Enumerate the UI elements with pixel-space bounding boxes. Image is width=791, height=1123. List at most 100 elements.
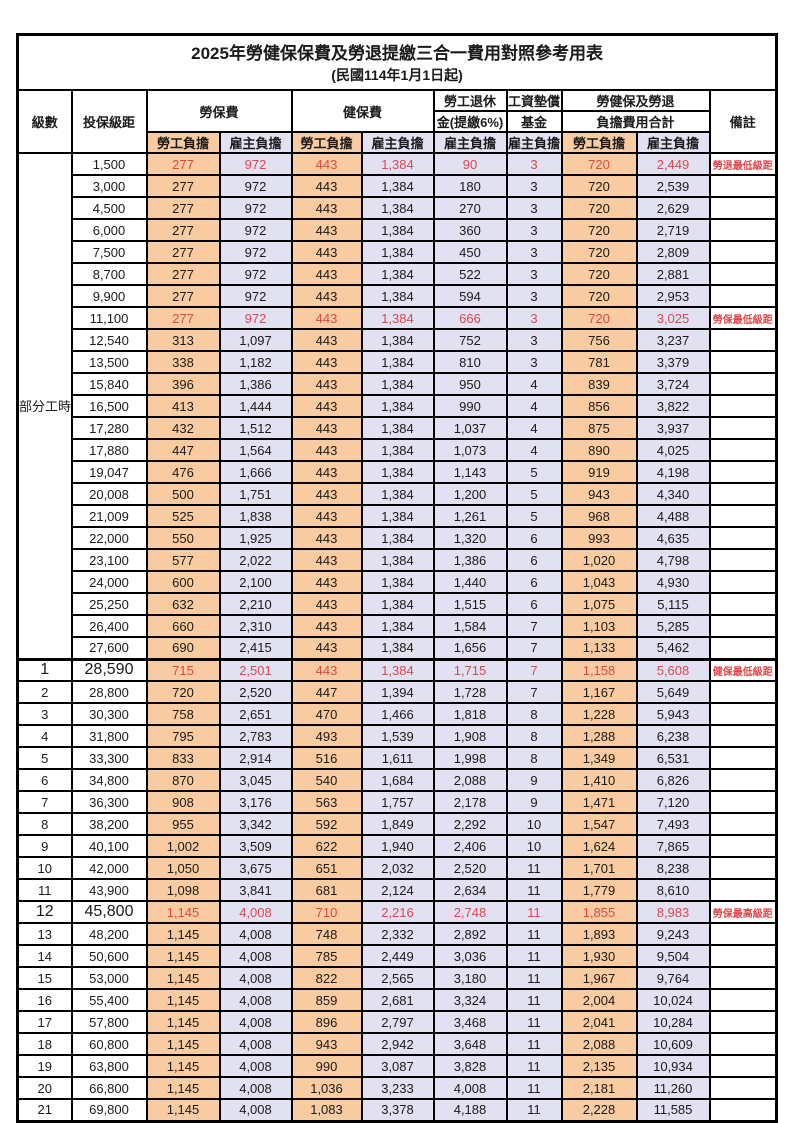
total-employer-cell: 9,243 bbox=[635, 922, 711, 946]
health-employer-cell: 1,384 bbox=[360, 196, 435, 220]
wage-fund-employer-cell: 3 bbox=[505, 174, 563, 198]
labor-employer-cell: 4,008 bbox=[218, 1098, 293, 1122]
labor-employee-cell: 870 bbox=[145, 768, 221, 792]
total-employee-cell: 1,967 bbox=[560, 966, 638, 990]
header-total-line2: 負擔費用合計 bbox=[560, 110, 711, 133]
health-employee-cell: 493 bbox=[290, 724, 363, 748]
subheader-wage-fund-employer: 雇主負擔 bbox=[505, 131, 563, 154]
pension-employer-cell: 450 bbox=[432, 240, 508, 264]
pension-employer-cell: 1,073 bbox=[432, 438, 508, 462]
labor-employer-cell: 1,512 bbox=[218, 416, 293, 440]
labor-employee-cell: 277 bbox=[145, 284, 221, 308]
total-employee-cell: 720 bbox=[560, 284, 638, 308]
pension-employer-cell: 1,728 bbox=[432, 680, 508, 704]
total-employer-cell: 2,881 bbox=[635, 262, 711, 286]
level-cell: 11 bbox=[16, 878, 73, 902]
remark-cell bbox=[708, 922, 778, 946]
remark-cell bbox=[708, 350, 778, 374]
wage-fund-employer-cell: 3 bbox=[505, 284, 563, 308]
health-employee-cell: 443 bbox=[290, 592, 363, 616]
total-employee-cell: 1,158 bbox=[560, 657, 638, 682]
wage-fund-employer-cell: 7 bbox=[505, 614, 563, 638]
health-employee-cell: 447 bbox=[290, 680, 363, 704]
labor-employer-cell: 1,097 bbox=[218, 328, 293, 352]
health-employer-cell: 1,384 bbox=[360, 240, 435, 264]
pension-employer-cell: 950 bbox=[432, 372, 508, 396]
salary-bracket-cell: 57,800 bbox=[70, 1010, 148, 1034]
health-employer-cell: 1,384 bbox=[360, 526, 435, 550]
pension-employer-cell: 2,088 bbox=[432, 768, 508, 792]
pension-employer-cell: 2,292 bbox=[432, 812, 508, 836]
health-employer-cell: 1,757 bbox=[360, 790, 435, 814]
labor-employer-cell: 3,342 bbox=[218, 812, 293, 836]
remark-cell bbox=[708, 328, 778, 352]
wage-fund-employer-cell: 6 bbox=[505, 548, 563, 572]
pension-employer-cell: 180 bbox=[432, 174, 508, 198]
wage-fund-employer-cell: 6 bbox=[505, 570, 563, 594]
labor-employer-cell: 3,176 bbox=[218, 790, 293, 814]
health-employer-cell: 1,384 bbox=[360, 614, 435, 638]
health-employer-cell: 1,611 bbox=[360, 746, 435, 770]
salary-bracket-cell: 15,840 bbox=[70, 372, 148, 396]
table-row: 10 42,000 1,050 3,675 651 2,032 2,520 11 1,701 8,… bbox=[16, 856, 778, 880]
salary-bracket-cell: 17,280 bbox=[70, 416, 148, 440]
health-employee-cell: 443 bbox=[290, 372, 363, 396]
table-row: 7,500 277 972 443 1,384 450 3 720 2,809 bbox=[18, 240, 778, 264]
header-remark: 備註 bbox=[708, 89, 778, 154]
wage-fund-employer-cell: 8 bbox=[505, 702, 563, 726]
pension-employer-cell: 270 bbox=[432, 196, 508, 220]
table-row: 19 63,800 1,145 4,008 990 3,087 3,828 11 2,135 10… bbox=[16, 1054, 778, 1078]
labor-employee-cell: 1,145 bbox=[145, 900, 221, 924]
table-row: 21 69,800 1,145 4,008 1,083 3,378 4,188 11 2,228… bbox=[16, 1098, 778, 1122]
total-employee-cell: 720 bbox=[560, 218, 638, 242]
table-row: 3 30,300 758 2,651 470 1,466 1,818 8 1,228 5,943 bbox=[16, 702, 778, 726]
table-row: 部分工時 1,500 277 972 443 1,384 90 3 720 2,449 勞退最低級距 bbox=[16, 152, 778, 660]
total-employee-cell: 856 bbox=[560, 394, 638, 418]
health-employer-cell: 2,565 bbox=[360, 966, 435, 990]
wage-fund-employer-cell: 11 bbox=[505, 900, 563, 924]
total-employer-cell: 7,865 bbox=[635, 834, 711, 858]
health-employer-cell: 1,539 bbox=[360, 724, 435, 748]
subheader-total-employer: 雇主負擔 bbox=[635, 131, 711, 154]
subheader-labor-employer: 雇主負擔 bbox=[218, 131, 293, 154]
total-employee-cell: 943 bbox=[560, 482, 638, 506]
labor-employer-cell: 2,210 bbox=[218, 592, 293, 616]
table-row: 20 66,800 1,145 4,008 1,036 3,233 4,008 11 2,181… bbox=[16, 1076, 778, 1100]
remark-cell bbox=[708, 878, 778, 902]
table-row: 3,000 277 972 443 1,384 180 3 720 2,539 bbox=[18, 174, 778, 198]
wage-fund-employer-cell: 4 bbox=[505, 394, 563, 418]
labor-employer-cell: 1,838 bbox=[218, 504, 293, 528]
labor-employer-cell: 972 bbox=[218, 218, 293, 242]
remark-cell: 健保最低級距 bbox=[708, 657, 778, 682]
labor-employee-cell: 277 bbox=[145, 240, 221, 264]
labor-employee-cell: 447 bbox=[145, 438, 221, 462]
remark-cell bbox=[708, 1098, 778, 1122]
table-row: 20,008 500 1,751 443 1,384 1,200 5 943 4,340 bbox=[18, 482, 778, 506]
health-employer-cell: 1,466 bbox=[360, 702, 435, 726]
wage-fund-employer-cell: 11 bbox=[505, 856, 563, 880]
pension-employer-cell: 3,468 bbox=[432, 1010, 508, 1034]
table-title-block: 2025年勞健保保費及勞退提繳三合一費用對照參考用表 (民國114年1月1日起) bbox=[16, 33, 778, 91]
subheader-health-employer: 雇主負擔 bbox=[360, 131, 435, 154]
total-employer-cell: 9,764 bbox=[635, 966, 711, 990]
labor-employer-cell: 972 bbox=[218, 196, 293, 220]
total-employee-cell: 781 bbox=[560, 350, 638, 374]
total-employee-cell: 1,893 bbox=[560, 922, 638, 946]
table-row: 5 33,300 833 2,914 516 1,611 1,998 8 1,349 6,531 bbox=[16, 746, 778, 770]
wage-fund-employer-cell: 9 bbox=[505, 790, 563, 814]
level-cell: 4 bbox=[16, 724, 73, 748]
salary-bracket-cell: 38,200 bbox=[70, 812, 148, 836]
health-employee-cell: 443 bbox=[290, 416, 363, 440]
pension-employer-cell: 1,656 bbox=[432, 636, 508, 660]
health-employee-cell: 748 bbox=[290, 922, 363, 946]
labor-employee-cell: 720 bbox=[145, 680, 221, 704]
labor-employee-cell: 396 bbox=[145, 372, 221, 396]
health-employee-cell: 443 bbox=[290, 438, 363, 462]
labor-employee-cell: 690 bbox=[145, 636, 221, 660]
total-employer-cell: 3,724 bbox=[635, 372, 711, 396]
labor-employer-cell: 3,509 bbox=[218, 834, 293, 858]
health-employer-cell: 3,378 bbox=[360, 1098, 435, 1122]
total-employee-cell: 1,043 bbox=[560, 570, 638, 594]
remark-cell bbox=[708, 416, 778, 440]
remark-cell bbox=[708, 790, 778, 814]
